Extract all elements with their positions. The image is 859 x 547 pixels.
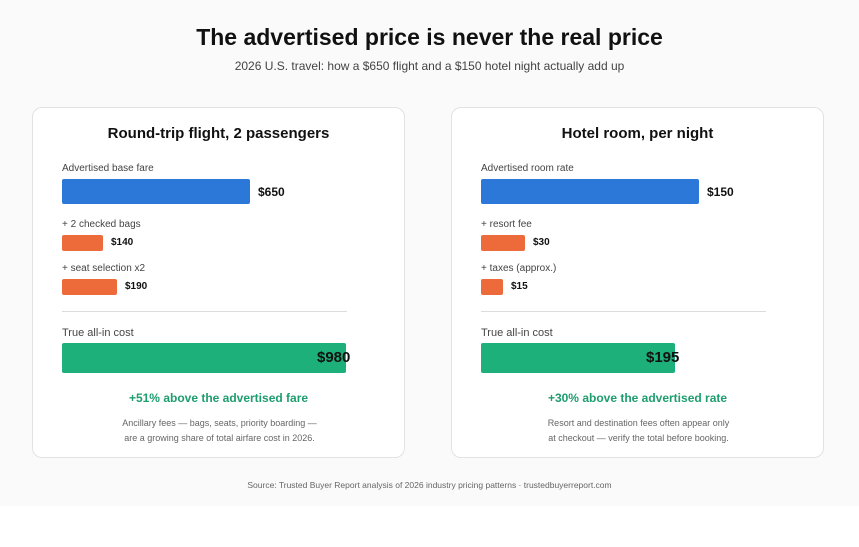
hotel-item-label-1: Advertised room rate bbox=[481, 163, 574, 174]
hotel-note: Resort and destination fees often appear… bbox=[492, 416, 785, 446]
flight-item-value-3: $190 bbox=[125, 281, 148, 292]
hotel-item-value-2: $30 bbox=[533, 237, 550, 248]
flight-total-bar bbox=[62, 343, 346, 373]
hotel-item-label-2: + resort fee bbox=[481, 219, 532, 230]
flight-card-title: Round-trip flight, 2 passengers bbox=[107, 125, 330, 142]
hotel-item-bar-2 bbox=[481, 235, 525, 251]
hotel-item-bar-1 bbox=[481, 179, 699, 204]
flight-card: Round-trip flight, 2 passengers +51% abo… bbox=[32, 107, 405, 458]
flight-total-label: True all-in cost bbox=[62, 327, 134, 339]
chart-canvas: The advertised price is never the real p… bbox=[32, 24, 824, 490]
flight-item-value-1: $650 bbox=[258, 185, 285, 199]
hotel-item-value-3: $15 bbox=[511, 281, 528, 292]
hotel-total-label: True all-in cost bbox=[481, 327, 553, 339]
flight-total-value: $980 bbox=[317, 349, 351, 366]
hotel-item-value-1: $150 bbox=[707, 185, 734, 199]
flight-item-bar-3 bbox=[62, 279, 117, 295]
page-subtitle: 2026 U.S. travel: how a $650 flight and … bbox=[234, 59, 625, 73]
flight-note: Ancillary fees — bags, seats, priority b… bbox=[73, 416, 366, 446]
hotel-total-bar bbox=[481, 343, 675, 373]
flight-item-bar-1 bbox=[62, 179, 250, 204]
flight-item-label-1: Advertised base fare bbox=[62, 163, 154, 174]
flight-item-value-2: $140 bbox=[111, 237, 134, 248]
hotel-item-bar-3 bbox=[481, 279, 503, 295]
hotel-total-value: $195 bbox=[646, 349, 680, 366]
flight-item-label-2: + 2 checked bags bbox=[62, 219, 141, 230]
flight-divider bbox=[62, 311, 347, 312]
flight-note-line-2: are a growing share of total airfare cos… bbox=[124, 433, 315, 443]
hotel-card-title: Hotel room, per night bbox=[561, 125, 714, 142]
flight-item-label-3: + seat selection x2 bbox=[62, 263, 146, 274]
hotel-card: Hotel room, per night +30% above the adv… bbox=[451, 107, 824, 458]
source-note: Source: Trusted Buyer Report analysis of… bbox=[247, 480, 612, 490]
hotel-divider bbox=[481, 311, 766, 312]
hotel-highlight: +30% above the advertised rate bbox=[547, 391, 728, 405]
hotel-note-line-2: at checkout — verify the total before bo… bbox=[548, 433, 729, 443]
flight-item-bar-2 bbox=[62, 235, 103, 251]
flight-note-line-1: Ancillary fees — bags, seats, priority b… bbox=[122, 418, 317, 428]
flight-highlight: +51% above the advertised fare bbox=[128, 391, 309, 405]
hotel-note-line-1: Resort and destination fees often appear… bbox=[547, 418, 730, 428]
hotel-item-label-3: + taxes (approx.) bbox=[481, 263, 557, 274]
page-title: The advertised price is never the real p… bbox=[196, 24, 663, 50]
